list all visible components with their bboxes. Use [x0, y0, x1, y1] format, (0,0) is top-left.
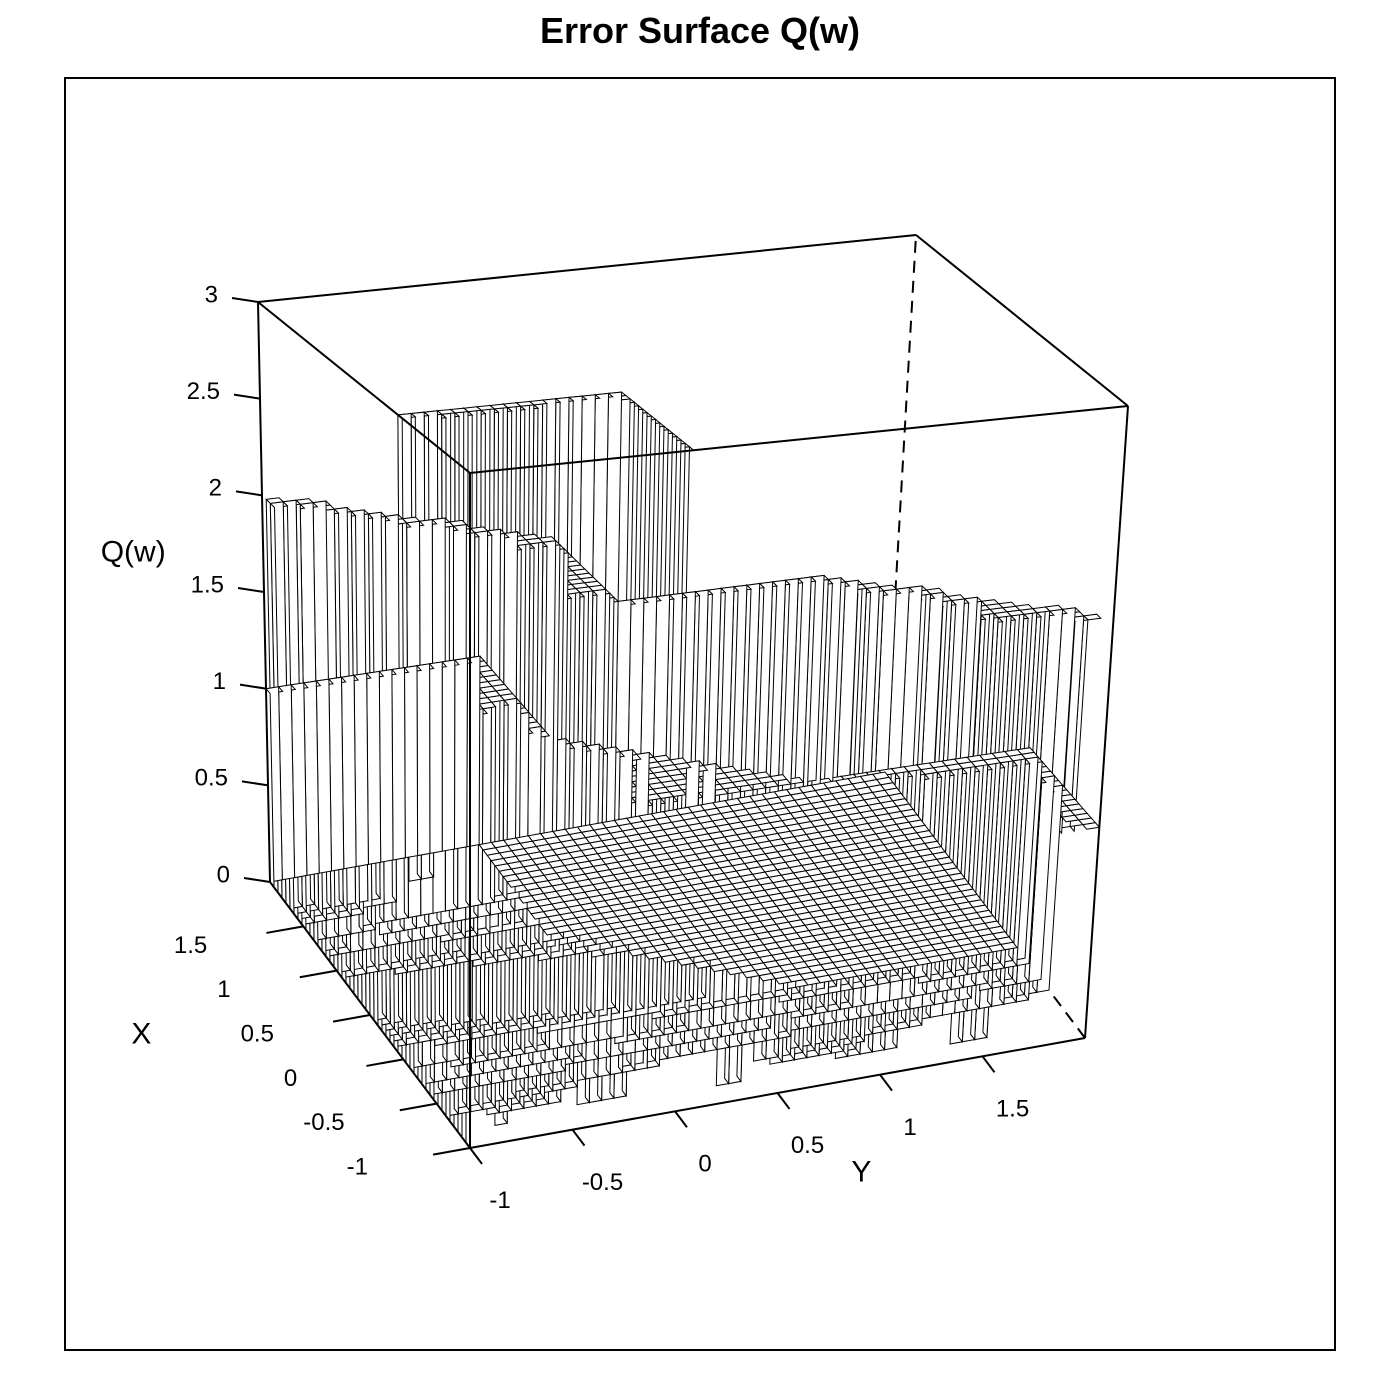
surface-mesh — [265, 391, 1102, 1150]
plot-frame — [64, 77, 1336, 1351]
chart-title: Error Surface Q(w) — [539, 10, 861, 51]
